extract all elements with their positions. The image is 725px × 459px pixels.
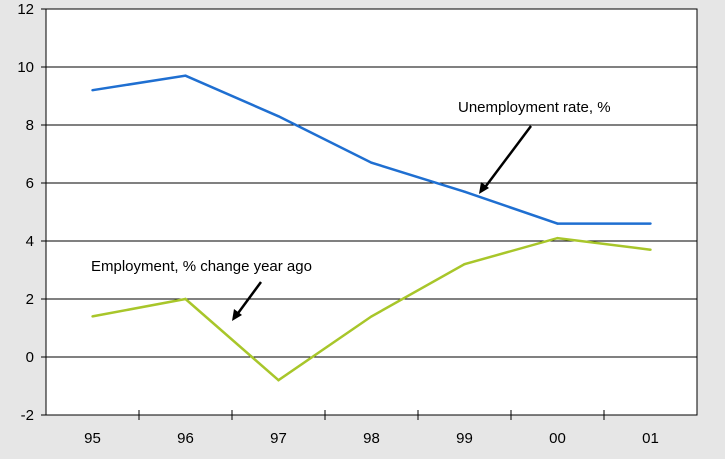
x-axis: 95 96 97 98 99 00 01 [84, 410, 659, 447]
y-tick-label: 0 [26, 349, 34, 366]
x-tick-label: 99 [456, 430, 473, 447]
unemployment-arrowhead [479, 182, 489, 194]
y-tick-label: 4 [26, 233, 34, 250]
y-axis: -2 0 2 4 6 8 10 12 [17, 1, 46, 424]
unemployment-point [370, 161, 373, 164]
unemployment-arrow [482, 125, 532, 191]
unemployment-point [649, 222, 652, 225]
y-tick-label: 2 [26, 291, 34, 308]
plot-area [45, 8, 698, 416]
x-tick-label: 98 [363, 430, 380, 447]
unemployment-point [91, 89, 94, 92]
employment-point [277, 379, 280, 382]
legend-employment-label: Employment, % change year ago [91, 258, 312, 275]
series-lines [91, 74, 652, 382]
employment-point [370, 315, 373, 318]
y-tick-label: 12 [17, 1, 34, 18]
employment-arrow [234, 281, 263, 317]
y-tick-label: 10 [17, 59, 34, 76]
y-tick-label: -2 [21, 407, 34, 424]
x-tick-label: 01 [642, 430, 659, 447]
legend-unemployment-label: Unemployment rate, % [458, 99, 611, 116]
unemployment-point [556, 222, 559, 225]
employment-point [184, 297, 187, 301]
y-tick-label: 6 [26, 175, 34, 192]
unemployment-point [184, 74, 187, 77]
x-tick-label: 96 [177, 430, 194, 447]
employment-point [463, 263, 466, 266]
unemployment-point [277, 115, 280, 118]
x-tick-label: 00 [549, 430, 566, 447]
x-tick-label: 97 [270, 430, 287, 447]
employment-point [556, 236, 559, 240]
x-tick-label: 95 [84, 430, 101, 447]
gridlines [46, 66, 697, 358]
employment-point [649, 248, 652, 251]
y-tick-label: 8 [26, 117, 34, 134]
unemployment-point [463, 190, 466, 193]
employment-point [91, 315, 94, 318]
employment-arrowhead [232, 309, 242, 321]
